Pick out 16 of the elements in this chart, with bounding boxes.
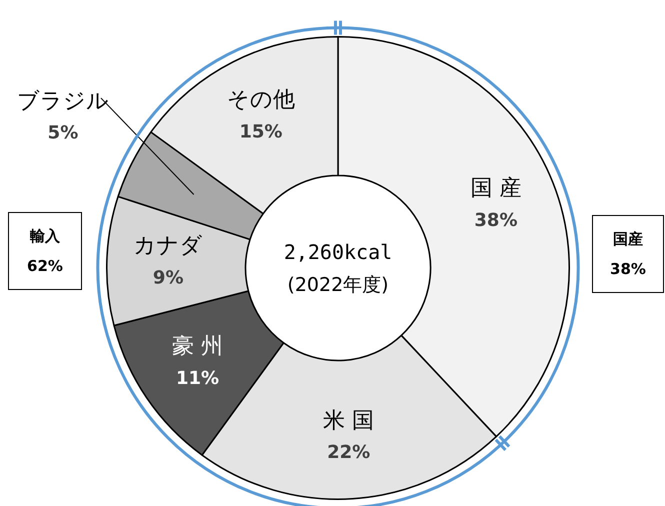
data-label: 9%: [152, 267, 184, 288]
data-label: 38%: [474, 210, 518, 232]
data-label: 11%: [176, 368, 220, 390]
slice-label: その他: [226, 87, 295, 112]
slice-label: 国 産: [470, 176, 522, 202]
slice-label: カナダ: [134, 233, 203, 258]
text: 輸入 62%: [8, 212, 82, 290]
text: (2022年度): [287, 274, 389, 296]
data-label: 15%: [239, 121, 282, 142]
data-label: 22%: [327, 442, 370, 464]
text: 国産 38%: [592, 215, 664, 293]
text: 2,260kcal: [284, 240, 392, 264]
data-label: 5%: [48, 122, 78, 144]
slice-label: ブラジル: [16, 88, 109, 114]
slice-label: 米 国: [323, 408, 374, 434]
slice-label: 豪 州: [172, 334, 223, 360]
